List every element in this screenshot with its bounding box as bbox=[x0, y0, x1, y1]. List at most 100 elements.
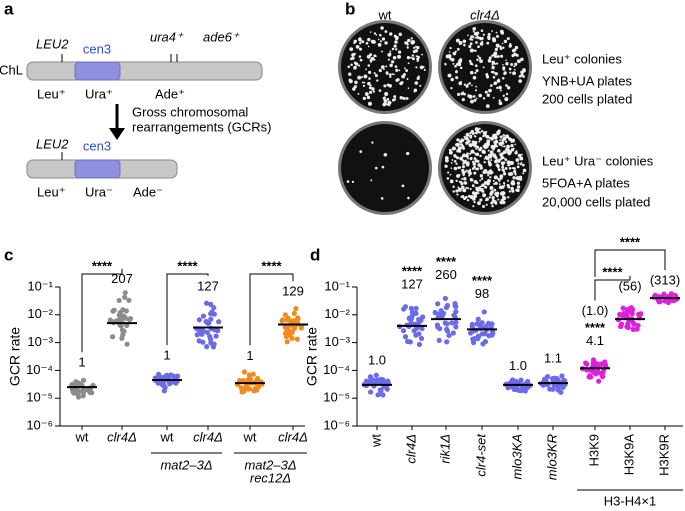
colony bbox=[502, 94, 505, 97]
colony bbox=[445, 54, 450, 59]
dot bbox=[418, 335, 425, 342]
panel-a: a LEU2 ChL cen3 ura4⁺ ade6⁺ Leu⁺ Ura⁺ Ad… bbox=[0, 0, 271, 199]
dot bbox=[668, 292, 674, 298]
colony bbox=[461, 165, 466, 169]
dot bbox=[80, 393, 86, 399]
colony bbox=[372, 90, 375, 93]
colony bbox=[391, 47, 395, 51]
colony bbox=[472, 30, 475, 33]
colony bbox=[451, 159, 454, 161]
colony bbox=[369, 86, 372, 89]
colony bbox=[484, 90, 488, 94]
colony bbox=[459, 140, 463, 144]
dot bbox=[200, 339, 206, 345]
chromosome-label: ChL bbox=[0, 62, 23, 77]
colony bbox=[484, 142, 488, 147]
colony bbox=[496, 46, 499, 48]
colony bbox=[475, 69, 479, 73]
bracket bbox=[166, 273, 209, 346]
colony bbox=[383, 152, 388, 157]
dot bbox=[480, 341, 486, 347]
colony bbox=[388, 73, 392, 76]
colony bbox=[479, 166, 483, 170]
colony bbox=[458, 43, 461, 45]
colony bbox=[377, 43, 382, 47]
colony bbox=[502, 182, 506, 185]
dot bbox=[291, 310, 297, 316]
y-tick-label: 10⁻² bbox=[324, 306, 350, 321]
dot bbox=[254, 375, 261, 382]
dot bbox=[208, 301, 214, 307]
dot bbox=[444, 328, 451, 334]
colony bbox=[393, 98, 397, 101]
colony bbox=[494, 71, 498, 75]
dot bbox=[638, 311, 644, 317]
colony bbox=[416, 59, 419, 62]
dot bbox=[416, 320, 422, 326]
colony bbox=[371, 141, 374, 144]
colony bbox=[410, 37, 413, 40]
colony bbox=[480, 177, 484, 181]
colony bbox=[384, 30, 388, 33]
bracket bbox=[81, 268, 123, 353]
dot bbox=[114, 318, 120, 324]
colony bbox=[491, 204, 494, 208]
colony bbox=[508, 166, 512, 170]
chromosome bbox=[26, 61, 263, 81]
colony bbox=[472, 75, 477, 80]
panel-b: b wt clr4Δ Leu⁺ colonies YNB+UA plates 2… bbox=[345, 0, 654, 209]
colony bbox=[468, 82, 471, 85]
colony bbox=[473, 98, 477, 102]
colony bbox=[498, 185, 503, 190]
colony bbox=[370, 179, 373, 182]
x-tick-label: wt bbox=[75, 429, 89, 444]
colony bbox=[495, 145, 499, 148]
y-tick-label: 10⁻¹ bbox=[27, 278, 53, 293]
colony bbox=[367, 45, 370, 48]
colony bbox=[516, 185, 521, 189]
colony bbox=[470, 35, 474, 39]
colony bbox=[374, 73, 378, 78]
dot bbox=[470, 340, 477, 346]
x-tick-label: clr4Δ bbox=[193, 429, 223, 444]
fold-label: 129 bbox=[282, 284, 304, 299]
dot bbox=[482, 331, 488, 337]
colony bbox=[485, 156, 488, 158]
colony bbox=[367, 101, 372, 106]
colony bbox=[477, 163, 482, 167]
colony bbox=[353, 66, 357, 70]
colony bbox=[447, 73, 452, 78]
colony bbox=[459, 156, 464, 161]
dot bbox=[282, 324, 288, 330]
colony bbox=[367, 64, 371, 67]
colony bbox=[458, 180, 461, 183]
plate-agar bbox=[441, 23, 529, 111]
colony bbox=[479, 174, 484, 178]
colony bbox=[475, 152, 480, 157]
colony bbox=[464, 170, 467, 173]
colony bbox=[357, 75, 362, 80]
colony bbox=[500, 152, 504, 156]
colony bbox=[452, 51, 457, 56]
colony bbox=[444, 62, 447, 66]
colony bbox=[366, 95, 371, 100]
colony bbox=[461, 98, 465, 102]
colony bbox=[516, 59, 521, 64]
colony bbox=[513, 170, 517, 174]
colony bbox=[488, 56, 492, 60]
dot bbox=[627, 306, 633, 312]
fold-label: 98 bbox=[475, 286, 489, 301]
colony bbox=[467, 194, 471, 198]
colony bbox=[509, 71, 512, 74]
colony bbox=[512, 176, 516, 180]
colony bbox=[353, 61, 357, 65]
colony bbox=[410, 56, 413, 59]
colony bbox=[489, 192, 493, 196]
colony bbox=[516, 188, 520, 193]
colony bbox=[478, 56, 482, 60]
panel-letter: a bbox=[4, 0, 14, 18]
dot bbox=[436, 312, 443, 318]
dot bbox=[171, 373, 177, 379]
colony bbox=[490, 159, 493, 162]
colony bbox=[468, 143, 473, 148]
